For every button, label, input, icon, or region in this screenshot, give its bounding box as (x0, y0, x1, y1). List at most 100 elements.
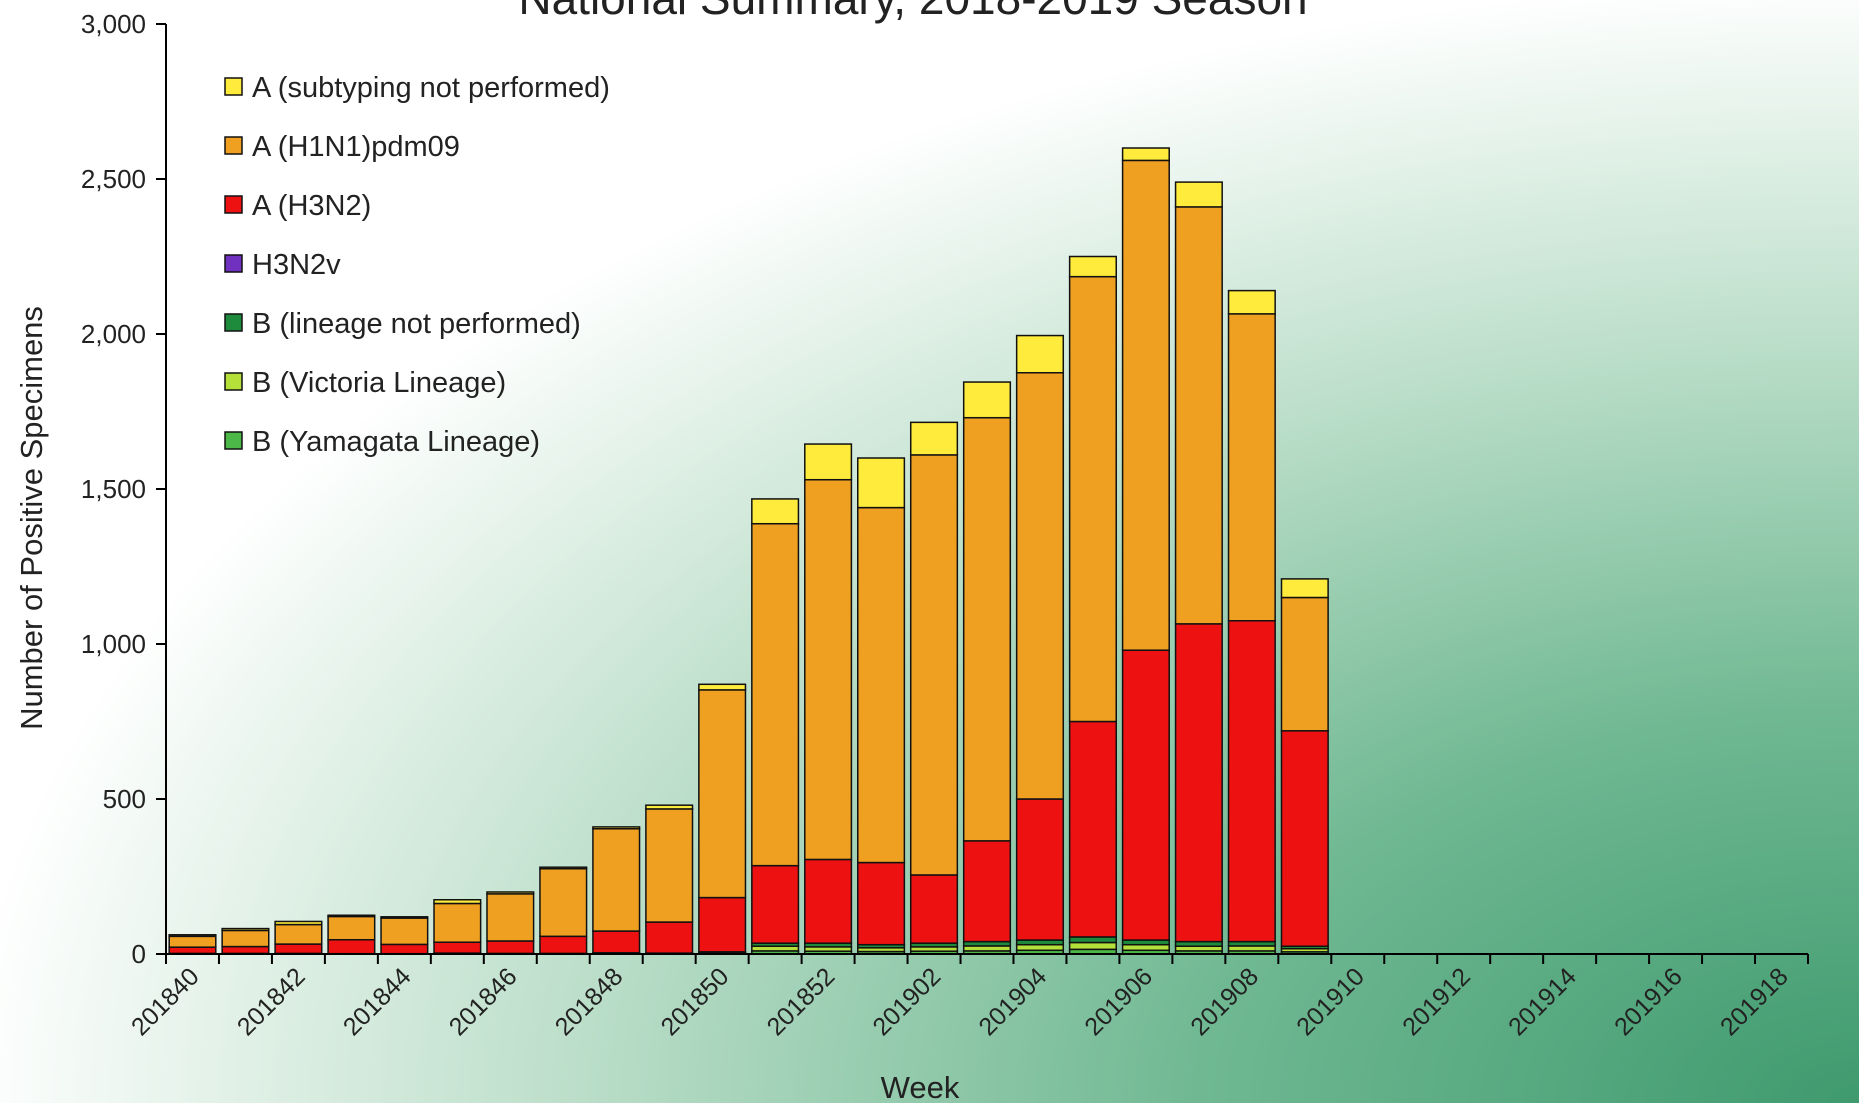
y-tick-label: 2,000 (81, 319, 146, 349)
x-tick-label: 201910 (1291, 962, 1370, 1041)
bar-segment (1121, 649, 1170, 941)
bar-segment (1015, 798, 1065, 941)
bar-segment (486, 940, 535, 955)
bar-segment (380, 917, 429, 946)
bar-segment (1015, 334, 1065, 374)
legend-swatch (224, 254, 243, 273)
bar-segment (274, 943, 323, 955)
legend-label: B (Victoria Lineage) (252, 367, 506, 399)
bar-segment (592, 826, 641, 830)
x-tick-label: 201852 (762, 962, 841, 1041)
y-tick-label: 1,500 (81, 474, 146, 504)
bar-segment (221, 929, 270, 948)
legend-label: B (lineage not performed) (252, 308, 581, 340)
x-tick-label: 201848 (550, 962, 629, 1041)
bar-segment (486, 891, 535, 895)
y-axis-label: Number of Positive Specimens (14, 306, 49, 730)
bar-segment (645, 804, 694, 810)
bar-segment (274, 923, 323, 945)
bar-segment (909, 874, 959, 944)
x-axis-label: Week (881, 1070, 960, 1103)
y-tick-label: 2,500 (81, 164, 146, 194)
bar-segment (909, 421, 959, 456)
bar-segment (1227, 289, 1276, 315)
bar-segment (698, 896, 747, 953)
bar-segment (1121, 159, 1170, 651)
bar-segment (168, 934, 217, 938)
legend-label: H3N2v (252, 249, 341, 281)
bar-segment (1280, 596, 1329, 732)
legend-label: B (Yamagata Lineage) (252, 426, 540, 458)
bar-segment (645, 921, 694, 954)
bar-segment (804, 443, 853, 481)
bar-segment (751, 522, 800, 867)
bar-segment (1280, 730, 1329, 947)
bar-segment (1174, 181, 1223, 208)
bar-segment (486, 893, 535, 942)
bar-segment (857, 861, 906, 946)
x-tick-label: 201902 (867, 962, 946, 1041)
bar-segment (698, 689, 747, 899)
x-tick-label: 201918 (1715, 962, 1794, 1041)
bar-segment (433, 941, 482, 954)
x-tick-label: 201844 (338, 962, 417, 1041)
x-tick-label: 201904 (973, 962, 1052, 1041)
x-tick-label: 201906 (1079, 962, 1158, 1041)
bar-segment (168, 935, 217, 948)
bar-segment (433, 902, 482, 943)
bar-segment (380, 916, 429, 919)
chart-title: National Summary, 2018-2019 Season (518, 0, 1307, 24)
legend-swatch (224, 77, 243, 96)
bar-segment (380, 943, 429, 955)
bar-segment (1068, 255, 1117, 278)
bar-segment (433, 899, 482, 905)
y-tick-label: 500 (103, 784, 146, 814)
x-tick-label: 201840 (126, 962, 205, 1041)
bar-segment (274, 920, 323, 926)
bar-segment (327, 914, 376, 918)
bar-segment (168, 946, 217, 955)
bar-segment (1174, 206, 1223, 625)
bar-segment (962, 840, 1012, 943)
bar-segment (1121, 943, 1170, 952)
x-tick-label: 201842 (232, 962, 311, 1041)
x-tick-label: 201912 (1397, 962, 1476, 1041)
y-tick-label: 3,000 (81, 9, 146, 39)
legend-label: A (subtyping not performed) (252, 72, 610, 104)
bar-segment (962, 416, 1012, 842)
bar-segment (539, 866, 588, 870)
legend-label: A (H3N2) (252, 190, 371, 222)
bar-segment (962, 381, 1012, 419)
bar-segment (698, 683, 747, 691)
bar-segment (1227, 620, 1276, 943)
bar-segment (751, 864, 800, 944)
bar-segment (645, 808, 694, 923)
bar-segment (327, 915, 376, 941)
bar-segment (327, 938, 376, 955)
bar-segment (592, 930, 641, 954)
legend-swatch (224, 313, 243, 332)
bar-segment (804, 858, 853, 944)
bar-segment (1068, 941, 1117, 951)
bar-segment (1227, 313, 1276, 622)
bar-segment (804, 478, 853, 861)
legend-swatch (224, 431, 243, 450)
x-tick-label: 201914 (1503, 962, 1582, 1041)
bar-segment (1121, 147, 1170, 162)
x-tick-label: 201850 (656, 962, 735, 1041)
bar-segment (539, 935, 588, 955)
bar-segment (1015, 372, 1065, 800)
y-tick-label: 0 (132, 939, 146, 969)
bar-segment (751, 498, 800, 525)
bar-segment (1280, 578, 1329, 599)
legend-swatch (224, 372, 243, 391)
bar-segment (592, 828, 641, 932)
bar-segment (1068, 936, 1117, 944)
bar-segment (221, 945, 270, 955)
x-tick-label: 201908 (1185, 962, 1264, 1041)
bar-segment (909, 454, 959, 876)
bar-segment (1174, 623, 1223, 943)
legend-swatch (224, 136, 243, 155)
